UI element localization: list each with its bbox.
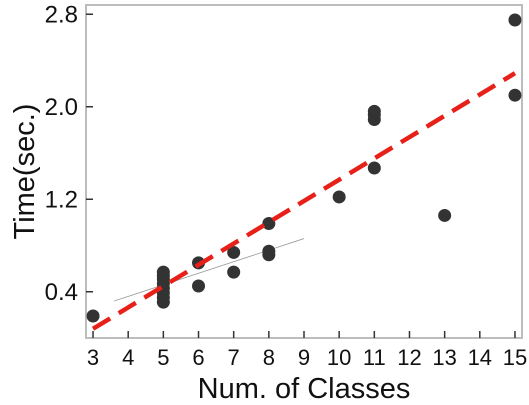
- y-axis-title: Time(sec.): [9, 104, 41, 240]
- y-tick-label: 2.0: [45, 94, 78, 121]
- x-tick-label: 14: [468, 345, 492, 370]
- x-tick-label: 9: [298, 345, 310, 370]
- y-axis-ticks: 0.4 1.2 2.0 2.8: [45, 1, 93, 306]
- y-tick-label: 2.8: [45, 1, 78, 28]
- regression-fit-line: [91, 71, 517, 331]
- data-point: [262, 244, 276, 258]
- data-point: [508, 13, 522, 27]
- plot-frame: [85, 4, 523, 339]
- data-point: [332, 190, 346, 204]
- x-axis-title: Num. of Classes: [198, 373, 411, 405]
- data-point: [192, 279, 206, 293]
- data-point: [227, 265, 241, 279]
- x-tick-label: 3: [87, 345, 99, 370]
- x-tick-label: 4: [122, 345, 134, 370]
- x-tick-label: 7: [228, 345, 240, 370]
- x-tick-label: 12: [397, 345, 421, 370]
- data-point: [367, 161, 381, 175]
- x-tick-label: 6: [192, 345, 204, 370]
- data-point: [438, 208, 452, 222]
- data-point: [156, 265, 170, 279]
- y-tick-label: 0.4: [45, 279, 78, 306]
- x-tick-label: 5: [157, 345, 169, 370]
- local-fit-line: [114, 238, 305, 302]
- data-points: [86, 13, 522, 323]
- data-point: [86, 309, 100, 323]
- y-tick-label: 1.2: [45, 186, 78, 213]
- data-point: [367, 104, 381, 118]
- x-tick-label: 8: [263, 345, 275, 370]
- x-tick-label: 10: [327, 345, 351, 370]
- x-tick-label: 15: [503, 345, 527, 370]
- x-tick-label: 11: [363, 345, 386, 370]
- data-point: [508, 88, 522, 102]
- data-point: [262, 217, 276, 231]
- x-tick-label: 13: [432, 345, 456, 370]
- data-point: [227, 245, 241, 259]
- x-axis-ticks: 3 4 5 6 7 8 9 10 11 12 13 14 15: [87, 331, 527, 370]
